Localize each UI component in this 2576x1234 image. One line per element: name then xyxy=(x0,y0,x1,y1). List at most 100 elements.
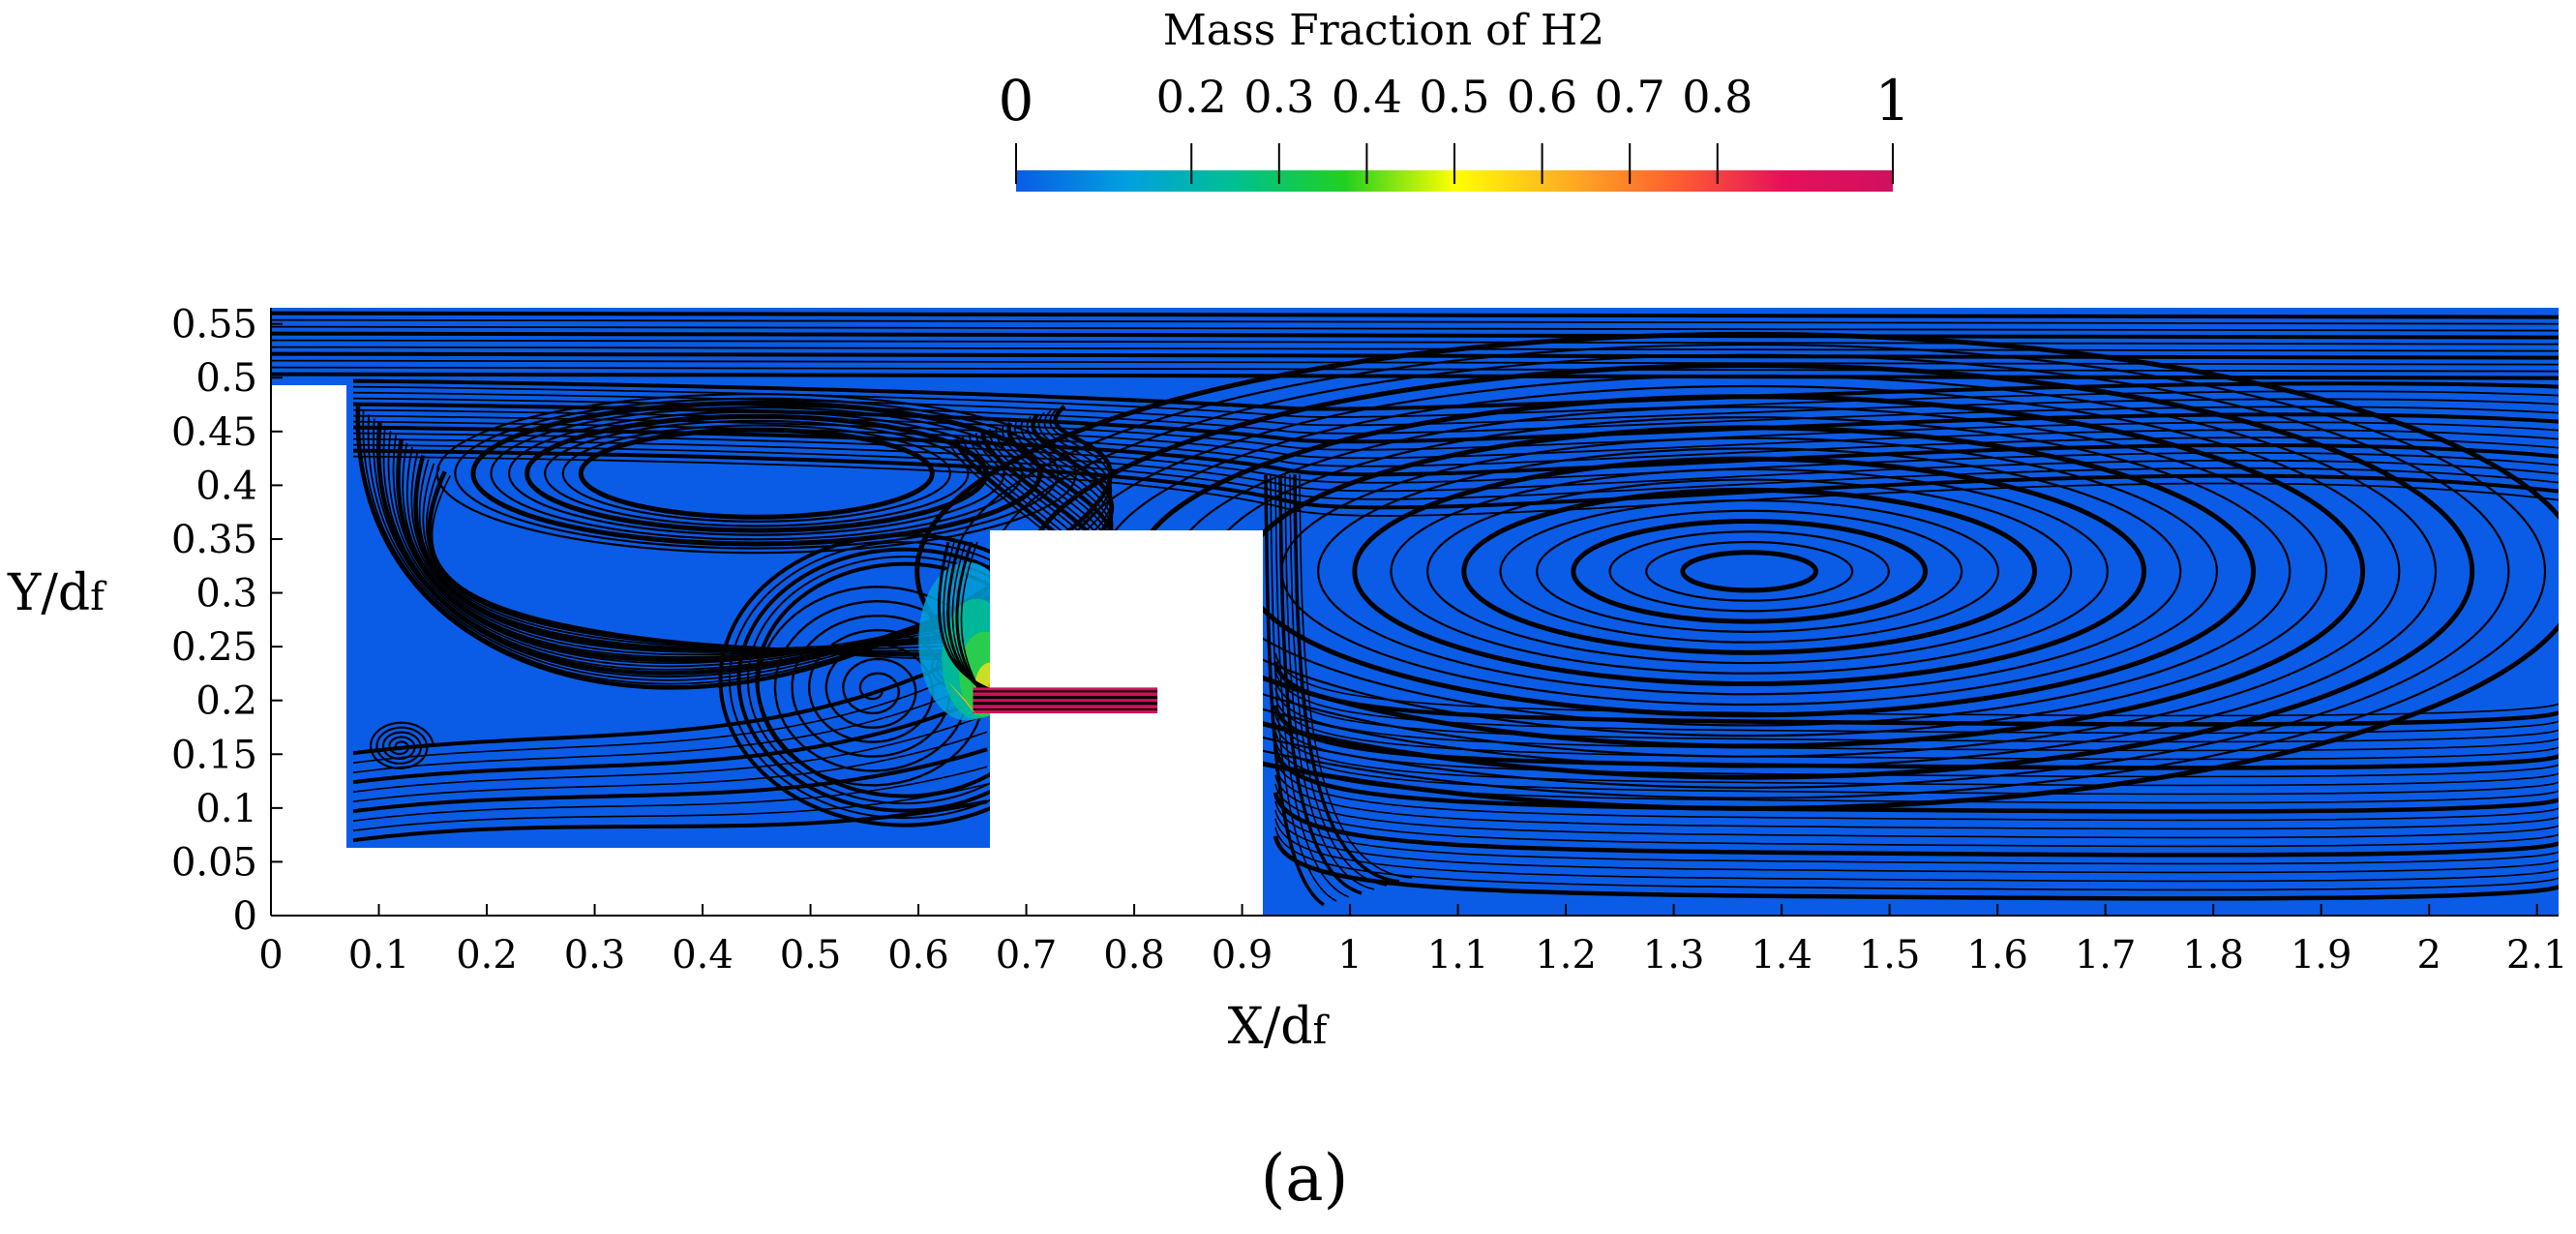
streamline xyxy=(1426,478,2073,665)
streamline xyxy=(524,413,989,533)
x-tick-label: 0 xyxy=(258,933,283,978)
x-tick-label: 1.1 xyxy=(1427,933,1489,978)
x-tick-label: 1.5 xyxy=(1859,933,1921,978)
x-tick-label: 1.7 xyxy=(2075,933,2137,978)
x-tick-label: 0.8 xyxy=(1103,933,1165,978)
x-tick-label: 0.6 xyxy=(887,933,949,978)
streamline xyxy=(1284,474,1375,890)
x-tick-labels: 0 0.1 0.2 0.3 0.4 0.5 0.6 0.7 0.8 0.9 1 1.1 1.2 1.3 1.… xyxy=(258,933,2567,978)
streamline xyxy=(352,713,988,793)
fluid-domain xyxy=(271,308,2559,916)
x-tick-label: 2 xyxy=(2416,933,2441,978)
streamline xyxy=(352,425,2559,477)
y-tick-label: 0.2 xyxy=(195,679,257,724)
x-tick-label: 1.2 xyxy=(1535,933,1597,978)
streamline xyxy=(1278,474,1363,895)
streamline xyxy=(578,427,935,520)
streamline xyxy=(1274,827,2559,891)
colorbar-tick-label: 0.3 xyxy=(1243,71,1314,123)
x-tick-label: 0.9 xyxy=(1212,933,1273,978)
streamline xyxy=(1390,467,2109,675)
streamline xyxy=(1273,661,2559,727)
x-axis-label-main: X/d xyxy=(1228,998,1313,1056)
streamline xyxy=(1274,678,2559,743)
streamline xyxy=(1274,783,2559,848)
y-tick-label: 0.4 xyxy=(195,464,257,508)
streamline xyxy=(1274,731,2559,796)
y-tick-label: 0.25 xyxy=(171,625,257,670)
streamline xyxy=(1274,687,2559,752)
streamline xyxy=(1274,818,2559,883)
y-tick-label: 0.55 xyxy=(171,303,257,347)
y-tick-label: 0.3 xyxy=(195,572,257,617)
streamline xyxy=(1289,474,1388,887)
streamline xyxy=(1299,474,1413,879)
axes xyxy=(270,308,2559,917)
streamline xyxy=(271,351,2559,360)
x-tick-label: 0.5 xyxy=(780,933,842,978)
streamline xyxy=(1680,550,1818,593)
x-tick-label: 1 xyxy=(1337,933,1362,978)
streamline xyxy=(352,695,988,785)
h2-jet xyxy=(947,681,1158,716)
colorbar-tick-label: 0.5 xyxy=(1419,71,1489,123)
streamline xyxy=(1499,498,1999,644)
y-tick-label: 0 xyxy=(233,894,257,939)
streamline xyxy=(1352,456,2147,687)
y-tick-labels: 0 0.05 0.1 0.15 0.2 0.25 0.3 0.35 0.4 0.45 0.5 0.55 xyxy=(171,303,257,939)
streamline xyxy=(271,311,2559,319)
streamline xyxy=(352,731,988,802)
streamline xyxy=(352,678,988,773)
y-axis-label: Y/df xyxy=(7,564,107,622)
x-axis-label: X/df xyxy=(1228,998,1331,1056)
streamline xyxy=(507,410,1005,536)
streamline xyxy=(1274,696,2559,761)
streamline xyxy=(1264,474,1325,907)
colorbar-tick-label: 0.6 xyxy=(1507,71,1577,123)
streamline xyxy=(1571,519,1929,624)
streamline xyxy=(1274,722,2559,787)
streamline xyxy=(1274,739,2559,804)
colorbar-ticks: 0 0.2 0.3 0.4 0.5 0.6 0.7 0.8 1 xyxy=(999,68,1910,184)
streamline xyxy=(1274,757,2559,822)
streamline xyxy=(1645,540,1854,602)
streamline xyxy=(352,766,988,822)
streamline xyxy=(352,455,2559,517)
streamline xyxy=(352,437,2559,493)
streamline xyxy=(369,721,434,769)
colorbar-tick-label: 0.7 xyxy=(1595,71,1665,123)
colorbar: Mass Fraction of H2 0 0.2 0.3 0.4 0.5 0.6 0.7 0… xyxy=(999,6,1910,192)
y-tick-label: 0.45 xyxy=(171,410,257,455)
streamline xyxy=(1608,530,1890,613)
x-tick-label: 0.7 xyxy=(996,933,1058,978)
x-tick-label: 1.4 xyxy=(1751,933,1812,978)
streamline xyxy=(544,419,970,527)
streamline xyxy=(1274,766,2559,830)
colorbar-tick-label: 0 xyxy=(999,68,1034,134)
streamline xyxy=(1270,474,1337,902)
streamline xyxy=(352,799,988,843)
panel-label: (a) xyxy=(1261,1141,1349,1216)
streamline xyxy=(271,331,2559,340)
y-tick-label: 0.1 xyxy=(195,787,257,831)
streamline xyxy=(352,397,2559,435)
streamline xyxy=(1274,670,2559,735)
streamline xyxy=(1317,447,2182,696)
h2-jet-tip xyxy=(947,681,977,716)
streamline xyxy=(1274,474,1350,898)
streamline xyxy=(1274,800,2559,865)
x-tick-label: 1.3 xyxy=(1643,933,1705,978)
y-tick-label: 0.15 xyxy=(171,733,257,777)
y-tick-label: 0.5 xyxy=(195,356,257,401)
x-tick-label: 2.1 xyxy=(2506,933,2568,978)
streamline xyxy=(1536,509,1963,633)
y-tick-label: 0.35 xyxy=(171,518,257,562)
streamline xyxy=(352,432,2559,484)
streamline xyxy=(352,443,2559,500)
x-axis-label-sub: f xyxy=(1313,1008,1331,1053)
streamline xyxy=(561,424,951,523)
streamline xyxy=(1274,774,2559,839)
x-tick-label: 1.8 xyxy=(2182,933,2244,978)
colorbar-tick-label: 0.4 xyxy=(1332,71,1402,123)
